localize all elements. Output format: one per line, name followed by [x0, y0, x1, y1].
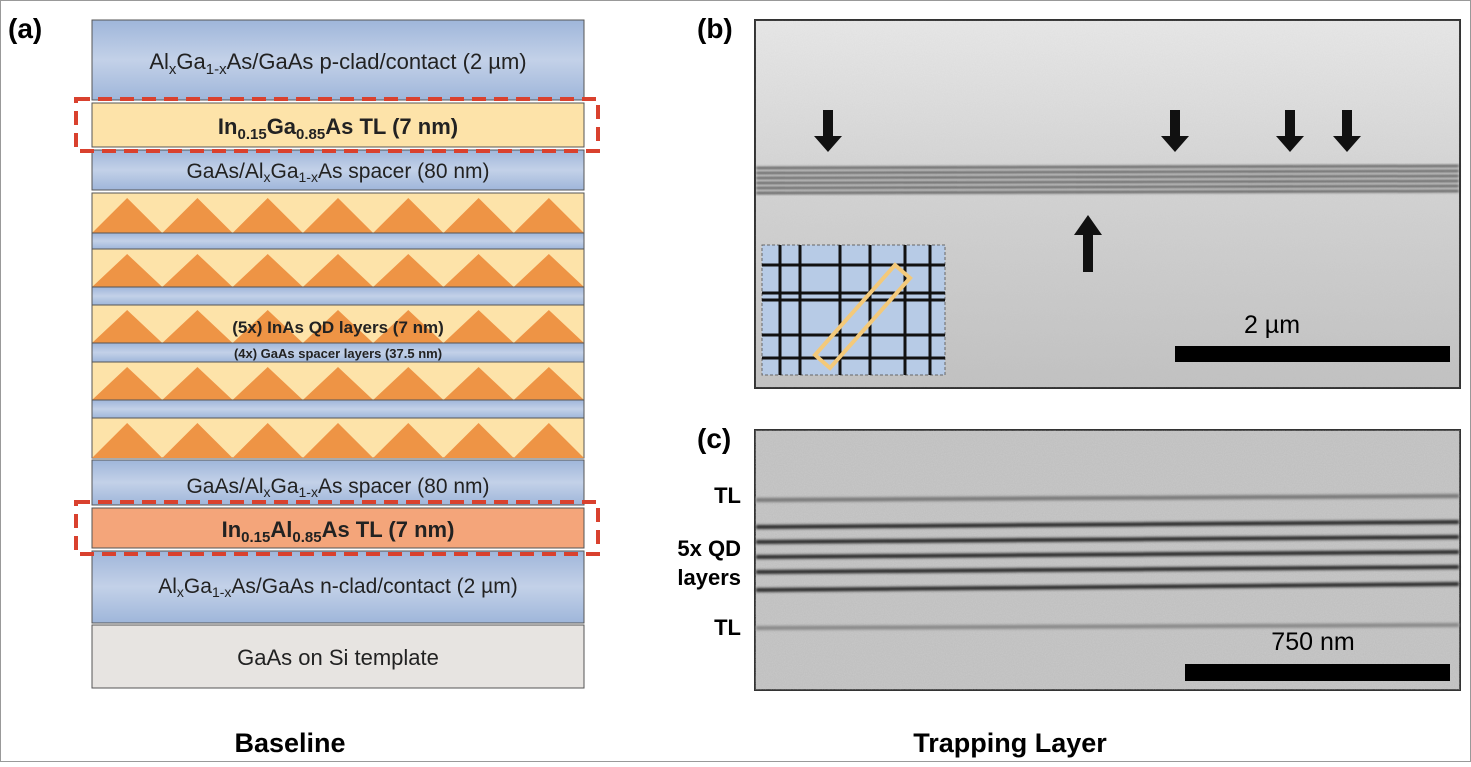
panel-label: (b): [697, 13, 733, 44]
text-run: As TL (7 nm): [325, 114, 458, 139]
spacer-layer: [92, 400, 584, 418]
text-run: Al: [158, 575, 177, 598]
caption: Trapping Layer: [913, 728, 1107, 758]
spacer-layer: [92, 287, 584, 305]
text-run: GaAs on Si template: [237, 645, 439, 670]
text-run: As spacer (80 nm): [318, 475, 490, 498]
annotation: TL: [714, 615, 741, 640]
text-run: In: [222, 517, 242, 542]
text-run: As/GaAs p-clad/contact (2 µm): [227, 49, 527, 74]
text-run: GaAs/Al: [186, 475, 263, 498]
text-run: (4x) GaAs spacer layers (37.5 nm): [234, 346, 442, 361]
subscript: 0.15: [241, 529, 270, 546]
subscript: 0.15: [237, 126, 266, 143]
panel-label: (c): [697, 423, 731, 454]
layer-label: (5x) InAs QD layers (7 nm): [232, 318, 444, 337]
sem-image: [755, 20, 1460, 388]
annotation: 5x QD: [677, 536, 741, 561]
figure: AlxGa1-xAs/GaAs p-clad/contact (2 µm)In0…: [0, 0, 1471, 762]
caption: Baseline: [234, 728, 345, 758]
layer-label: (4x) GaAs spacer layers (37.5 nm): [234, 346, 442, 361]
annotation: TL: [714, 483, 741, 508]
text-run: GaAs/Al: [186, 160, 263, 183]
subscript: 1-x: [299, 484, 318, 500]
layer-label: GaAs/AlxGa1-xAs spacer (80 nm): [186, 475, 489, 500]
text-run: In: [218, 114, 238, 139]
spacer-layer: [92, 233, 584, 249]
subscript: x: [177, 584, 184, 600]
text-run: Ga: [267, 114, 297, 139]
layer-stack: AlxGa1-xAs/GaAs p-clad/contact (2 µm)In0…: [92, 20, 584, 688]
subscript: 0.85: [292, 529, 321, 546]
subscript: x: [264, 484, 271, 500]
subscript: 1-x: [212, 584, 231, 600]
text-run: Ga: [184, 575, 212, 598]
subscript: 1-x: [299, 169, 318, 185]
scale-bar-label: 2 µm: [1244, 311, 1300, 339]
subscript: 0.85: [296, 126, 325, 143]
panel-label: (a): [8, 13, 42, 44]
text-run: As spacer (80 nm): [318, 160, 490, 183]
text-run: Ga: [271, 475, 299, 498]
text-run: Ga: [271, 160, 299, 183]
layer-label: GaAs/AlxGa1-xAs spacer (80 nm): [186, 160, 489, 185]
subscript: x: [264, 169, 271, 185]
text-run: As/GaAs n-clad/contact (2 µm): [231, 575, 517, 598]
text-run: (5x) InAs QD layers (7 nm): [232, 318, 444, 337]
scale-bar-label: 750 nm: [1271, 628, 1354, 656]
text-run: As TL (7 nm): [322, 517, 455, 542]
subscript: 1-x: [206, 61, 227, 78]
text-run: Al: [149, 49, 169, 74]
text-run: Al: [270, 517, 292, 542]
annotation: layers: [677, 565, 741, 590]
text-run: Ga: [176, 49, 206, 74]
layer-label: GaAs on Si template: [237, 645, 439, 670]
